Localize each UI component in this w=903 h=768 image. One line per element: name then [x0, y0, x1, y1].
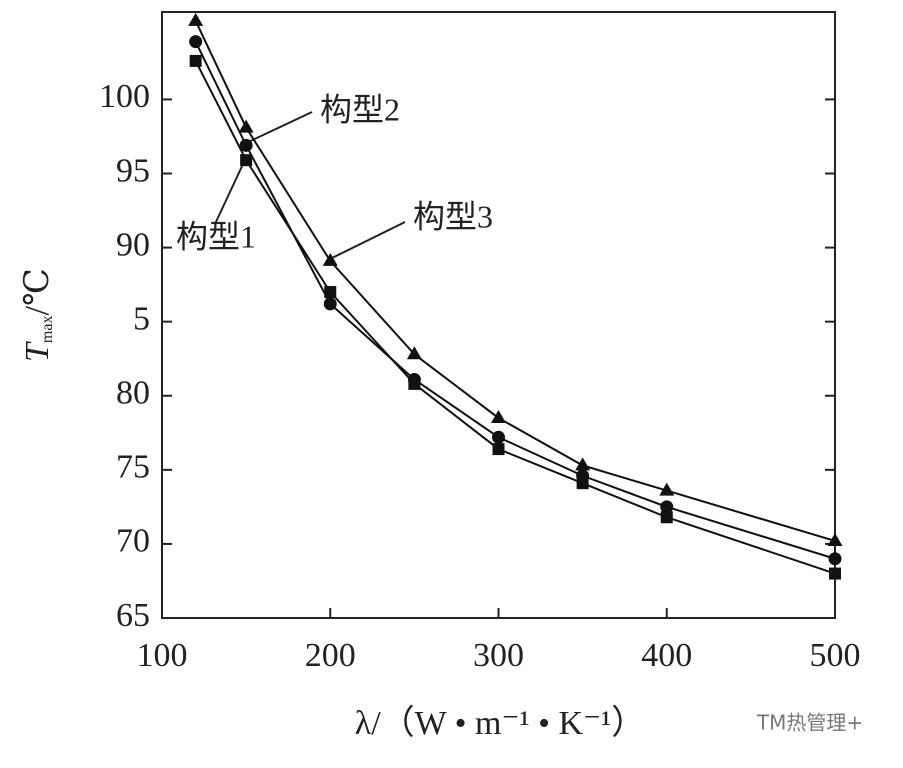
x-tick-label: 100 — [137, 637, 188, 674]
series-line — [194, 20, 836, 542]
marker — [322, 252, 338, 266]
marker — [239, 138, 253, 152]
arrow-3 — [331, 221, 406, 259]
y-tick-label: 100 — [99, 78, 150, 115]
marker — [189, 35, 203, 49]
annotation: 构型1 — [176, 218, 256, 254]
y-axis-title: Tmax/℃ — [19, 268, 56, 362]
x-tick-label: 500 — [810, 637, 861, 674]
marker — [323, 297, 337, 311]
marker — [828, 552, 842, 566]
arrow-2 — [243, 111, 313, 145]
annotation-arrows — [214, 111, 406, 259]
annotation: 构型2 — [320, 91, 400, 127]
x-tick-label: 400 — [641, 637, 692, 674]
marker — [240, 154, 253, 167]
marker — [492, 430, 505, 444]
x-tick-label: 200 — [305, 637, 356, 674]
marker — [575, 457, 591, 471]
annotation: 构型3 — [413, 198, 493, 234]
marker — [827, 532, 843, 546]
marker — [660, 511, 673, 524]
marker — [491, 409, 506, 423]
series-line — [194, 60, 836, 575]
y-tick-label: 5 — [133, 300, 150, 337]
marker — [660, 500, 674, 514]
x-tick-label: 300 — [473, 637, 524, 674]
marker — [492, 443, 505, 456]
y-tick-label: 65 — [116, 597, 150, 634]
marker — [659, 482, 675, 496]
marker — [406, 346, 422, 360]
marker — [829, 567, 841, 580]
y-tick-label: 70 — [116, 523, 150, 560]
marker — [324, 286, 337, 299]
y-subscript: max — [39, 316, 56, 344]
series-line — [194, 41, 836, 560]
marker — [189, 54, 202, 67]
marker — [576, 469, 590, 483]
y-tick-label: 95 — [116, 152, 150, 189]
marker — [188, 12, 204, 26]
y-tick-label: 80 — [116, 375, 150, 412]
y-tick-label: 75 — [116, 449, 150, 486]
y-symbol: T — [19, 341, 56, 362]
watermark: TM热管理+ — [756, 711, 863, 735]
marker — [238, 119, 254, 133]
y-tick-label: 90 — [116, 226, 150, 263]
x-axis-title: λ/（W • m⁻¹ • K⁻¹） — [355, 704, 646, 742]
marker — [407, 372, 421, 386]
y-unit: /℃ — [19, 268, 56, 315]
arrow-1 — [214, 161, 245, 225]
